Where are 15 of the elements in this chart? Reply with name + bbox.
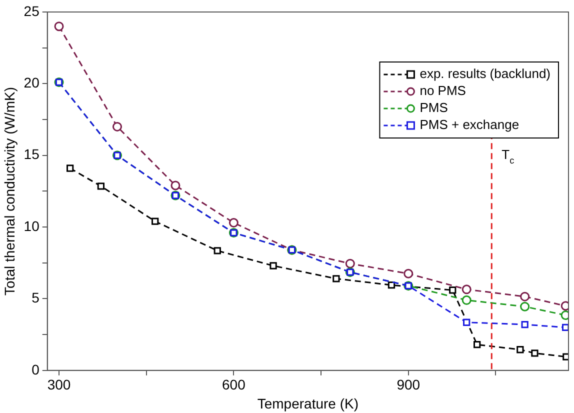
x-tick-label: 600	[222, 376, 246, 393]
y-tick-label: 5	[32, 290, 40, 306]
y-tick-label: 25	[24, 2, 40, 19]
y-tick-label: 15	[24, 146, 40, 162]
x-tick-label: 300	[47, 376, 71, 393]
legend-label: no PMS	[420, 83, 466, 98]
legend-label: PMS + exchange	[420, 117, 520, 132]
y-tick-label: 0	[32, 361, 40, 378]
legend-label: exp. results (backlund)	[420, 66, 550, 82]
y-tick-label: 20	[24, 74, 40, 91]
y-axis-title: Total thermal conductivity (W/mK)	[1, 86, 18, 296]
y-tick-label: 10	[24, 218, 40, 234]
x-tick-label: 900	[396, 376, 420, 393]
x-axis-title: Temperature (K)	[257, 395, 359, 412]
legend-label: PMS	[420, 100, 448, 116]
